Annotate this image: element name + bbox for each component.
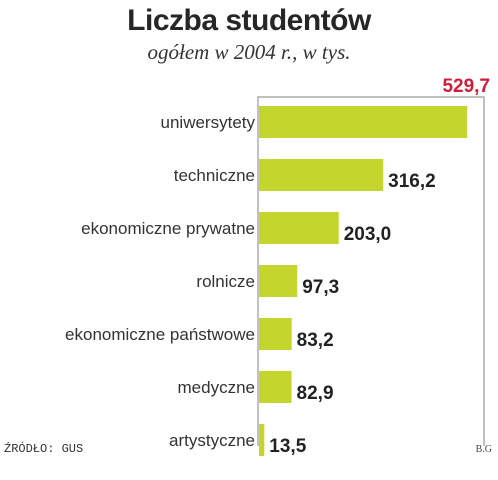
chart-frame (257, 96, 485, 446)
bar (259, 424, 265, 456)
category-label: ekonomiczne prywatne (81, 219, 255, 238)
data-label: 203,0 (344, 224, 392, 245)
data-label: 83,2 (297, 330, 334, 351)
chart-subtitle: ogółem w 2004 r., w tys. (147, 40, 351, 64)
category-label: techniczne (174, 166, 255, 185)
data-label: 13,5 (269, 436, 306, 457)
bar (259, 265, 298, 297)
data-label: 529,7 (442, 76, 490, 97)
bar (259, 371, 292, 403)
data-label: 316,2 (388, 171, 436, 192)
author-credit: B.G (475, 444, 492, 455)
bar (259, 106, 467, 138)
bar (259, 212, 339, 244)
category-label: rolnicze (196, 272, 255, 291)
category-label: uniwersytety (161, 113, 256, 132)
data-label: 82,9 (297, 383, 334, 404)
category-label: artystyczne (169, 431, 255, 450)
bar (259, 159, 384, 191)
source-note: ŹRÓDŁO: GUS (4, 442, 84, 456)
data-label: 97,3 (302, 277, 339, 298)
chart-title: Liczba studentów (127, 4, 371, 37)
category-label: ekonomiczne państwowe (65, 325, 255, 344)
bar (259, 318, 292, 350)
category-label: medyczne (178, 378, 255, 397)
